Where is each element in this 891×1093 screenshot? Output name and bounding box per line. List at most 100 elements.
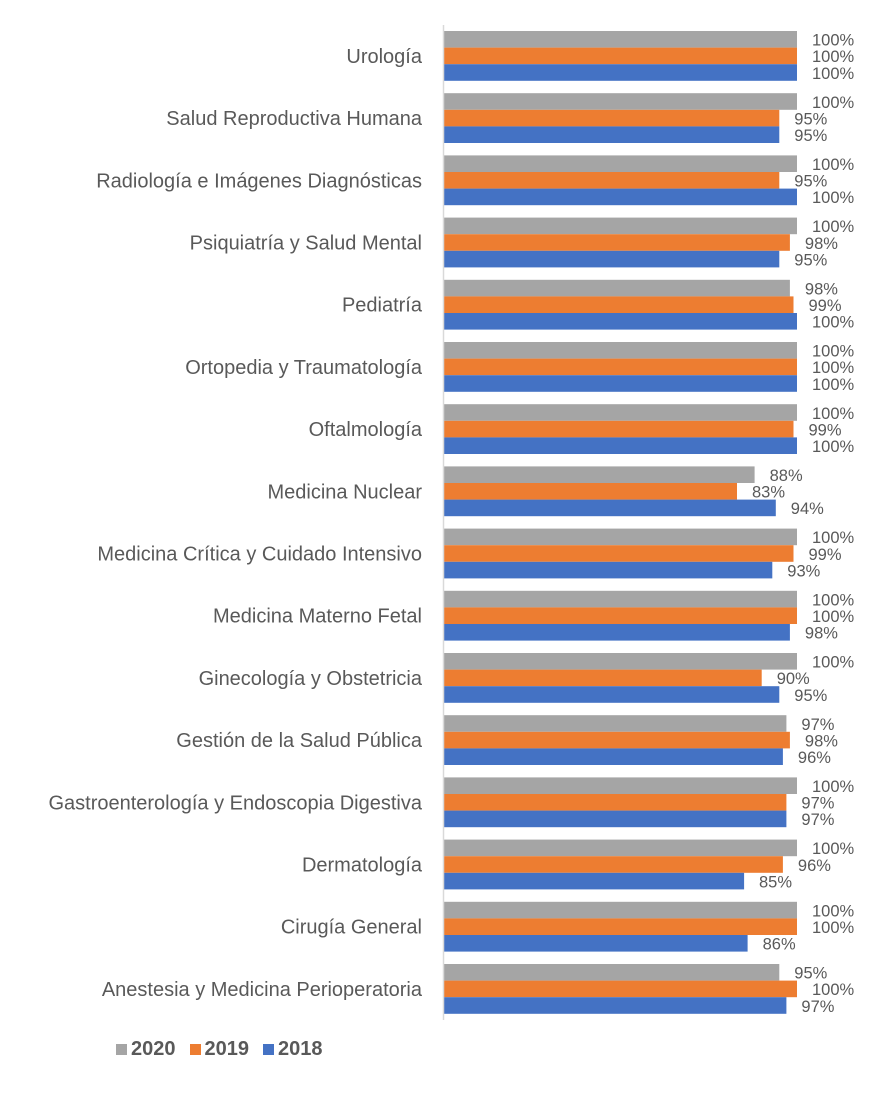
bar-2020-gastroenterologia-y-endoscopia-digestiva xyxy=(444,777,797,794)
legend-swatch-2018 xyxy=(263,1044,274,1055)
value-label-2019-pediatria: 99% xyxy=(809,297,842,315)
bar-2019-gestion-de-la-salud-publica xyxy=(444,731,790,749)
bar-2018-ortopedia-y-traumatologia xyxy=(444,375,797,392)
value-label-2020-radiologia-e-imagenes-diagnosticas: 100% xyxy=(812,156,855,174)
legend-label-2019: 2019 xyxy=(204,1038,250,1060)
category-label-ginecologia-y-obstetricia: Ginecología y Obstetricia xyxy=(199,668,423,690)
bar-2020-oftalmologia xyxy=(444,404,797,421)
value-label-2020-pediatria: 98% xyxy=(805,280,838,298)
category-label-salud-reproductiva-humana: Salud Reproductiva Humana xyxy=(166,108,423,130)
value-label-2019-cirugia-general: 100% xyxy=(812,919,855,937)
bar-2019-medicina-critica-y-cuidado-intensivo xyxy=(444,545,794,562)
bar-2019-urologia xyxy=(444,47,797,65)
legend-item-2019: 2019 xyxy=(189,1038,250,1061)
category-label-dermatologia: Dermatología xyxy=(302,855,423,877)
value-label-2020-gastroenterologia-y-endoscopia-digestiva: 100% xyxy=(812,778,855,796)
bar-2018-psiquiatria-y-salud-mental xyxy=(444,250,780,268)
value-label-2020-salud-reproductiva-humana: 100% xyxy=(812,94,855,112)
bar-2019-dermatologia xyxy=(444,856,783,873)
bar-2020-medicina-nuclear xyxy=(444,466,755,483)
value-label-2019-ortopedia-y-traumatologia: 100% xyxy=(812,359,855,377)
value-label-2020-dermatologia: 100% xyxy=(812,840,855,858)
bar-2018-dermatologia xyxy=(444,872,745,890)
value-label-2018-salud-reproductiva-humana: 95% xyxy=(794,127,827,145)
bar-2018-medicina-nuclear xyxy=(444,499,776,517)
value-label-2019-oftalmologia: 99% xyxy=(809,421,842,439)
value-label-2019-medicina-nuclear: 83% xyxy=(752,484,785,502)
value-label-2019-urologia: 100% xyxy=(812,48,855,66)
bar-2019-ginecologia-y-obstetricia xyxy=(444,669,762,687)
category-label-pediatria: Pediatría xyxy=(342,295,423,317)
legend-label-2018: 2018 xyxy=(278,1038,323,1060)
bar-2020-ortopedia-y-traumatologia xyxy=(444,342,797,359)
legend: 2020 2019 2018 xyxy=(116,1038,323,1061)
bar-2018-anestesia-y-medicina-perioperatoria xyxy=(444,997,787,1014)
legend-label-2020: 2020 xyxy=(131,1038,176,1060)
bar-2018-medicina-materno-fetal xyxy=(444,624,790,641)
bar-2019-psiquiatria-y-salud-mental xyxy=(444,234,790,251)
category-label-psiquiatria-y-salud-mental: Psiquiatría y Salud Mental xyxy=(190,233,422,255)
bar-2019-radiologia-e-imagenes-diagnosticas xyxy=(444,172,780,189)
category-label-urologia: Urología xyxy=(346,46,422,68)
value-label-2020-anestesia-y-medicina-perioperatoria: 95% xyxy=(794,965,827,983)
value-label-2019-salud-reproductiva-humana: 95% xyxy=(794,110,827,128)
value-label-2020-medicina-materno-fetal: 100% xyxy=(812,591,855,609)
value-label-2020-medicina-nuclear: 88% xyxy=(770,467,803,485)
bar-2019-pediatria xyxy=(444,296,794,313)
bar-2019-ortopedia-y-traumatologia xyxy=(444,358,797,376)
bar-2019-medicina-nuclear xyxy=(444,483,737,500)
value-label-2018-oftalmologia: 100% xyxy=(812,438,855,456)
value-label-2019-anestesia-y-medicina-perioperatoria: 100% xyxy=(812,981,855,999)
value-label-2018-medicina-nuclear: 94% xyxy=(791,500,824,518)
bar-2020-ginecologia-y-obstetricia xyxy=(444,653,797,670)
value-label-2018-ortopedia-y-traumatologia: 100% xyxy=(812,376,855,394)
legend-swatch-2019 xyxy=(189,1044,201,1055)
value-label-2018-psiquiatria-y-salud-mental: 95% xyxy=(794,251,827,269)
bar-2018-medicina-critica-y-cuidado-intensivo xyxy=(444,561,773,579)
value-label-2018-cirugia-general: 86% xyxy=(763,936,796,954)
bar-2018-oftalmologia xyxy=(444,437,797,454)
bar-2018-salud-reproductiva-humana xyxy=(444,126,780,143)
value-label-2018-medicina-materno-fetal: 98% xyxy=(805,625,838,643)
bar-2020-salud-reproductiva-humana xyxy=(444,93,797,110)
category-label-gastroenterologia-y-endoscopia-digestiva: Gastroenterología y Endoscopia Digestiva xyxy=(48,792,422,814)
value-label-2019-dermatologia: 96% xyxy=(798,857,831,875)
value-label-2020-medicina-critica-y-cuidado-intensivo: 100% xyxy=(812,529,855,547)
category-label-oftalmologia: Oftalmología xyxy=(309,419,423,441)
legend-item-2020: 2020 xyxy=(116,1038,176,1061)
value-label-2019-ginecologia-y-obstetricia: 90% xyxy=(777,670,810,688)
category-label-cirugia-general: Cirugía General xyxy=(281,917,422,939)
category-label-medicina-materno-fetal: Medicina Materno Fetal xyxy=(213,606,422,628)
legend-item-2018: 2018 xyxy=(263,1038,323,1061)
value-label-2018-gastroenterologia-y-endoscopia-digestiva: 97% xyxy=(801,811,834,829)
category-labels: Urología Salud Reproductiva Humana Radiolo… xyxy=(48,46,422,1001)
category-label-medicina-nuclear: Medicina Nuclear xyxy=(267,481,422,503)
value-labels: 100%100%100%100%95%95%100%95%100%100%98%… xyxy=(752,32,855,1016)
value-label-2019-radiologia-e-imagenes-diagnosticas: 95% xyxy=(794,173,827,191)
bar-2018-cirugia-general xyxy=(444,935,748,952)
value-label-2020-gestion-de-la-salud-publica: 97% xyxy=(801,716,834,734)
bar-2020-cirugia-general xyxy=(444,901,797,919)
value-label-2018-ginecologia-y-obstetricia: 95% xyxy=(794,687,827,705)
bar-2020-gestion-de-la-salud-publica xyxy=(444,715,787,732)
value-label-2018-dermatologia: 85% xyxy=(759,873,792,891)
category-label-gestion-de-la-salud-publica: Gestión de la Salud Pública xyxy=(176,730,423,752)
bar-2018-ginecologia-y-obstetricia xyxy=(444,686,780,703)
value-label-2018-radiologia-e-imagenes-diagnosticas: 100% xyxy=(812,189,855,207)
bar-2020-medicina-materno-fetal xyxy=(444,590,797,608)
value-label-2019-medicina-critica-y-cuidado-intensivo: 99% xyxy=(809,546,842,564)
value-label-2018-gestion-de-la-salud-publica: 96% xyxy=(798,749,831,767)
bar-2020-dermatologia xyxy=(444,839,797,857)
value-label-2020-cirugia-general: 100% xyxy=(812,902,855,920)
bar-2019-gastroenterologia-y-endoscopia-digestiva xyxy=(444,794,787,811)
bar-2019-oftalmologia xyxy=(444,420,794,438)
bar-2018-gastroenterologia-y-endoscopia-digestiva xyxy=(444,810,787,828)
bar-2019-salud-reproductiva-humana xyxy=(444,109,780,127)
value-label-2020-urologia: 100% xyxy=(812,32,855,50)
bar-2020-medicina-critica-y-cuidado-intensivo xyxy=(444,528,797,546)
bar-2020-radiologia-e-imagenes-diagnosticas xyxy=(444,155,797,172)
value-label-2019-gastroenterologia-y-endoscopia-digestiva: 97% xyxy=(801,795,834,813)
value-label-2018-medicina-critica-y-cuidado-intensivo: 93% xyxy=(787,562,820,580)
bar-2018-radiologia-e-imagenes-diagnosticas xyxy=(444,188,797,206)
